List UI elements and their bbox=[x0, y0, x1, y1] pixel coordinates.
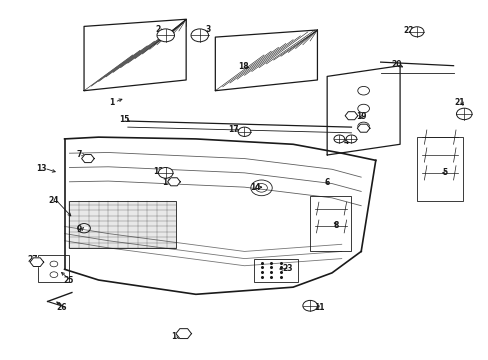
Text: 27: 27 bbox=[28, 255, 38, 264]
Polygon shape bbox=[81, 154, 94, 163]
Circle shape bbox=[456, 108, 471, 120]
Text: 14: 14 bbox=[250, 183, 261, 192]
Circle shape bbox=[157, 29, 174, 42]
Text: 8: 8 bbox=[332, 221, 338, 230]
Circle shape bbox=[78, 224, 90, 233]
Text: 11: 11 bbox=[314, 303, 325, 312]
Text: 10: 10 bbox=[171, 332, 182, 341]
Text: 23: 23 bbox=[282, 264, 292, 273]
Circle shape bbox=[346, 135, 356, 143]
Text: 16: 16 bbox=[162, 178, 173, 187]
Circle shape bbox=[191, 29, 208, 42]
Text: 3: 3 bbox=[205, 26, 210, 35]
Polygon shape bbox=[357, 124, 369, 132]
Polygon shape bbox=[176, 329, 191, 338]
Polygon shape bbox=[30, 258, 43, 266]
Text: 24: 24 bbox=[48, 196, 59, 205]
Bar bbox=[309, 196, 351, 251]
Circle shape bbox=[302, 300, 317, 311]
Text: 4: 4 bbox=[343, 137, 348, 146]
Text: 26: 26 bbox=[56, 303, 66, 312]
Text: 5: 5 bbox=[441, 168, 447, 177]
Text: 21: 21 bbox=[453, 98, 464, 107]
Circle shape bbox=[333, 135, 344, 143]
Text: 17: 17 bbox=[228, 126, 239, 135]
Polygon shape bbox=[167, 178, 180, 186]
Bar bbox=[38, 255, 69, 282]
Text: 2: 2 bbox=[155, 26, 160, 35]
Circle shape bbox=[238, 127, 250, 136]
Bar bbox=[416, 137, 462, 202]
Text: 18: 18 bbox=[238, 62, 248, 71]
Text: 20: 20 bbox=[390, 60, 401, 69]
Text: 25: 25 bbox=[63, 276, 74, 285]
Bar bbox=[69, 202, 176, 248]
Text: 7: 7 bbox=[76, 150, 81, 159]
Circle shape bbox=[158, 167, 173, 178]
Text: 13: 13 bbox=[37, 164, 47, 173]
Text: 1: 1 bbox=[109, 98, 115, 107]
Text: 9: 9 bbox=[77, 225, 81, 234]
Bar bbox=[254, 258, 297, 282]
Circle shape bbox=[409, 27, 423, 37]
Polygon shape bbox=[345, 112, 357, 120]
Text: 19: 19 bbox=[355, 112, 366, 121]
Text: 12: 12 bbox=[152, 167, 163, 176]
Text: 6: 6 bbox=[324, 178, 329, 187]
Text: 15: 15 bbox=[119, 116, 129, 125]
Text: 22: 22 bbox=[403, 26, 413, 35]
